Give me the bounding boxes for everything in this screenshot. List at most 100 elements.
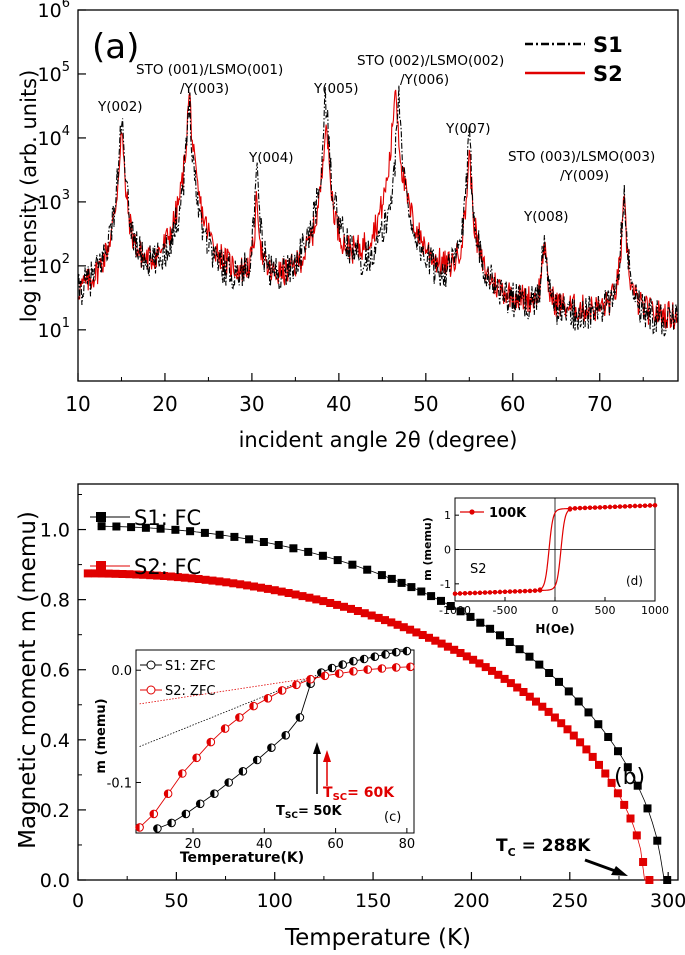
x-tick-label: 20 <box>152 392 177 416</box>
fc-point <box>291 590 300 599</box>
fc-point <box>127 523 136 532</box>
zfc-point-fill <box>306 675 311 683</box>
fc-point <box>437 639 446 648</box>
hysteresis-point <box>457 591 463 596</box>
y-tick-label: 102 <box>38 252 70 278</box>
x-tick-label: 60 <box>500 392 525 416</box>
fc-point <box>284 589 293 597</box>
fc-point <box>125 570 134 579</box>
fc-point <box>194 575 203 583</box>
panel-b-ylabel: Magnetic moment m (memu) <box>15 511 41 849</box>
zfc-point-fill <box>178 769 183 778</box>
hysteresis-point <box>532 588 538 593</box>
fc-point <box>604 733 613 741</box>
inset-c-label: (c) <box>384 810 401 825</box>
fc-point <box>569 731 578 740</box>
fc-point <box>208 576 217 585</box>
zfc-point-fill <box>338 660 343 669</box>
inset-d-xlabel: H(Oe) <box>535 622 574 636</box>
fc-point <box>243 581 252 590</box>
tc-annotation: TC = 288K <box>496 836 628 876</box>
y-tick-label: 1.0 <box>40 520 70 542</box>
zfc-point-fill <box>264 694 268 703</box>
hysteresis-point <box>462 591 468 596</box>
inset-d-ticks: -1000 -500 0 500 1000 -1 0 1 <box>439 498 669 617</box>
inset-c-ticks: 20 40 60 80 0.0 -0.1 <box>107 664 416 852</box>
fc-point <box>476 618 485 627</box>
zfc-point-fill <box>210 789 215 798</box>
legend-s2-fc-label: S2: FC <box>134 555 201 579</box>
y-tick-label: 0.8 <box>40 590 70 612</box>
fc-point <box>250 582 258 591</box>
fc-point <box>431 636 440 645</box>
zfc-point-fill <box>403 647 407 655</box>
fc-point <box>462 652 471 661</box>
legend-s1-fc-marker <box>96 512 106 522</box>
hysteresis-point <box>517 589 523 594</box>
fc-point <box>397 578 406 587</box>
fc-point <box>274 541 283 549</box>
fc-point <box>450 645 459 654</box>
fc-point <box>333 556 342 565</box>
hysteresis-point <box>507 589 513 594</box>
zfc-point-fill <box>328 664 332 672</box>
y-tick-label: 106 <box>38 0 70 22</box>
zfc-point-fill <box>360 655 365 663</box>
zfc-point-fill <box>167 819 172 827</box>
fc-point <box>263 584 272 593</box>
legend-s1-zfc-marker <box>146 660 156 670</box>
fc-point <box>173 573 182 582</box>
fc-point <box>348 560 357 569</box>
hysteresis-point <box>512 589 518 594</box>
x-tick-label: 10 <box>65 392 90 416</box>
fc-point <box>318 551 327 560</box>
fc-point <box>381 616 389 625</box>
hysteresis-point <box>597 505 603 510</box>
fc-point <box>97 569 106 578</box>
y-tick-label: 1 <box>444 509 451 522</box>
fc-point <box>532 697 540 706</box>
fc-point <box>643 804 652 813</box>
zfc-point-fill <box>153 824 158 833</box>
hysteresis-point <box>652 503 658 508</box>
inset-c-frame <box>135 649 415 834</box>
y-tick-label: 101 <box>38 316 70 342</box>
fc-point <box>601 769 610 778</box>
zfc-point-fill <box>281 731 286 740</box>
panel-a-legend: S1 S2 <box>525 33 623 86</box>
fc-point <box>469 655 478 664</box>
fc-point <box>160 572 168 580</box>
fc-point <box>496 631 504 640</box>
fc-point <box>437 596 445 605</box>
fc-point <box>104 569 113 578</box>
fc-point <box>153 571 162 580</box>
fc-point <box>141 523 150 532</box>
hysteresis-point <box>617 504 623 509</box>
fc-point <box>277 587 286 596</box>
fc-point <box>374 613 383 622</box>
zfc-point-fill <box>406 663 411 671</box>
tsc-red-label: TSC= 60K <box>323 785 395 803</box>
fc-point <box>466 612 475 621</box>
hysteresis-point <box>647 503 653 508</box>
x-tick-label: -1000 <box>439 604 471 617</box>
x-tick-label: -500 <box>493 604 518 617</box>
hysteresis-point <box>502 589 508 594</box>
tsc-red-arrowhead <box>323 750 331 762</box>
fc-point <box>298 592 307 601</box>
zfc-point-fill <box>150 810 154 818</box>
fc-point <box>156 524 165 533</box>
hysteresis-point <box>587 505 593 510</box>
x-tick-label: 40 <box>326 392 351 416</box>
hysteresis-point <box>482 590 488 595</box>
fc-point <box>535 660 544 669</box>
fc-point <box>180 573 189 582</box>
zfc-point-fill <box>296 713 300 722</box>
zfc-point-fill <box>392 648 397 656</box>
x-tick-label: 1000 <box>641 604 669 617</box>
inset-d-ylabel: m (memu) <box>421 517 434 581</box>
peak-label: Y(008) <box>523 209 569 225</box>
fc-point <box>645 876 654 884</box>
x-tick-label: 200 <box>453 890 489 912</box>
